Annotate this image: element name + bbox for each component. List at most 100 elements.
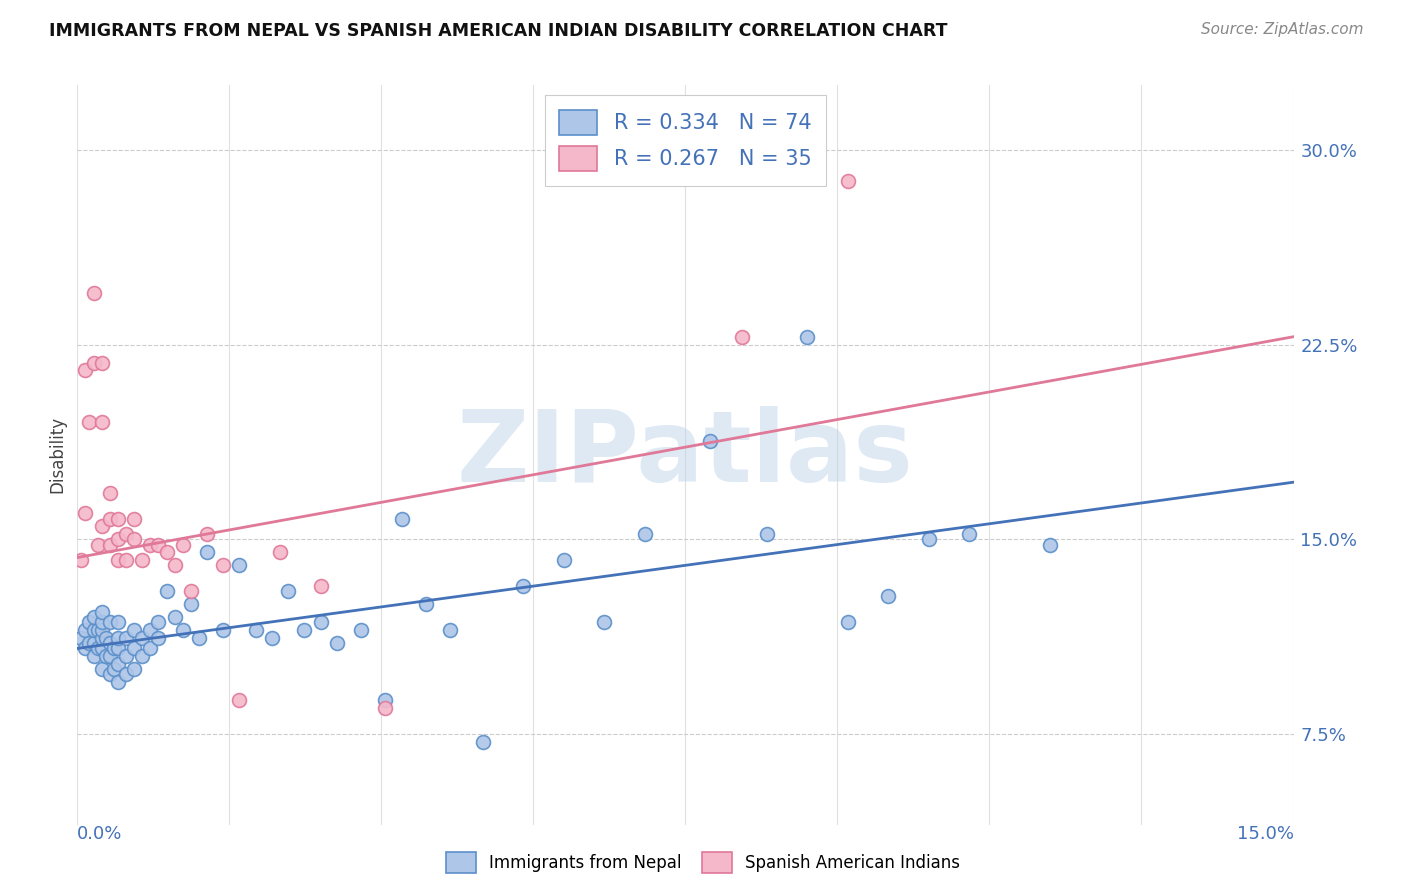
Point xyxy=(83,356,105,370)
Point xyxy=(115,553,138,567)
Point xyxy=(83,624,105,638)
Point xyxy=(98,636,121,650)
Point xyxy=(90,519,112,533)
Point xyxy=(83,636,105,650)
Point xyxy=(94,631,117,645)
Point xyxy=(139,641,162,656)
Text: ZIPatlas: ZIPatlas xyxy=(457,407,914,503)
Point xyxy=(172,537,194,551)
Point xyxy=(131,649,153,664)
Text: 0.0%: 0.0% xyxy=(77,825,122,843)
Point xyxy=(103,662,125,676)
Point xyxy=(374,693,396,707)
Point xyxy=(115,631,138,645)
Point xyxy=(83,610,105,624)
Point xyxy=(837,615,859,630)
Point xyxy=(391,511,413,525)
Point xyxy=(195,545,218,559)
Point xyxy=(115,527,138,541)
Point xyxy=(90,631,112,645)
Point xyxy=(90,641,112,656)
Point xyxy=(155,545,177,559)
Point xyxy=(107,615,129,630)
Point xyxy=(75,507,97,521)
Point xyxy=(122,511,145,525)
Point xyxy=(98,485,121,500)
Point xyxy=(188,631,211,645)
Point xyxy=(634,527,657,541)
Text: Source: ZipAtlas.com: Source: ZipAtlas.com xyxy=(1201,22,1364,37)
Point xyxy=(122,641,145,656)
Point xyxy=(90,416,112,430)
Point xyxy=(79,636,101,650)
Point xyxy=(86,624,108,638)
Point xyxy=(155,584,177,599)
Point xyxy=(228,558,250,573)
Point xyxy=(139,537,162,551)
Point xyxy=(70,553,93,567)
Point xyxy=(374,701,396,715)
Point xyxy=(115,649,138,664)
Point xyxy=(228,693,250,707)
Point xyxy=(90,624,112,638)
Point xyxy=(90,615,112,630)
Point xyxy=(309,579,332,593)
Point xyxy=(172,624,194,638)
Point xyxy=(260,631,283,645)
Point xyxy=(70,631,93,645)
Point xyxy=(918,533,941,547)
Point xyxy=(593,615,616,630)
Point xyxy=(1039,537,1062,551)
Point xyxy=(75,641,97,656)
Point xyxy=(163,610,186,624)
Point xyxy=(98,615,121,630)
Point xyxy=(122,533,145,547)
Point xyxy=(699,434,721,448)
Text: IMMIGRANTS FROM NEPAL VS SPANISH AMERICAN INDIAN DISABILITY CORRELATION CHART: IMMIGRANTS FROM NEPAL VS SPANISH AMERICA… xyxy=(49,22,948,40)
Point xyxy=(107,553,129,567)
Point xyxy=(163,558,186,573)
Point xyxy=(122,624,145,638)
Point xyxy=(245,624,267,638)
Text: 15.0%: 15.0% xyxy=(1236,825,1294,843)
Point xyxy=(471,735,494,749)
Point xyxy=(326,636,349,650)
Point xyxy=(131,553,153,567)
Point xyxy=(98,649,121,664)
Point xyxy=(277,584,299,599)
Point xyxy=(837,174,859,188)
Point xyxy=(115,667,138,681)
Point xyxy=(180,597,202,611)
Point xyxy=(98,537,121,551)
Point xyxy=(180,584,202,599)
Point xyxy=(350,624,373,638)
Point xyxy=(796,329,818,343)
Point xyxy=(107,675,129,690)
Point xyxy=(107,533,129,547)
Point xyxy=(195,527,218,541)
Point xyxy=(148,631,170,645)
Y-axis label: Disability: Disability xyxy=(48,417,66,493)
Point xyxy=(553,553,575,567)
Point xyxy=(103,641,125,656)
Point xyxy=(755,527,778,541)
Point xyxy=(131,631,153,645)
Point xyxy=(107,657,129,671)
Point xyxy=(512,579,534,593)
Point xyxy=(90,662,112,676)
Point xyxy=(86,537,108,551)
Point xyxy=(107,511,129,525)
Point xyxy=(269,545,291,559)
Point xyxy=(148,537,170,551)
Point xyxy=(139,624,162,638)
Point xyxy=(75,363,97,377)
Point xyxy=(79,416,101,430)
Point xyxy=(439,624,461,638)
Point xyxy=(83,649,105,664)
Point xyxy=(309,615,332,630)
Point xyxy=(107,641,129,656)
Point xyxy=(107,631,129,645)
Point xyxy=(98,667,121,681)
Point xyxy=(98,511,121,525)
Point xyxy=(415,597,437,611)
